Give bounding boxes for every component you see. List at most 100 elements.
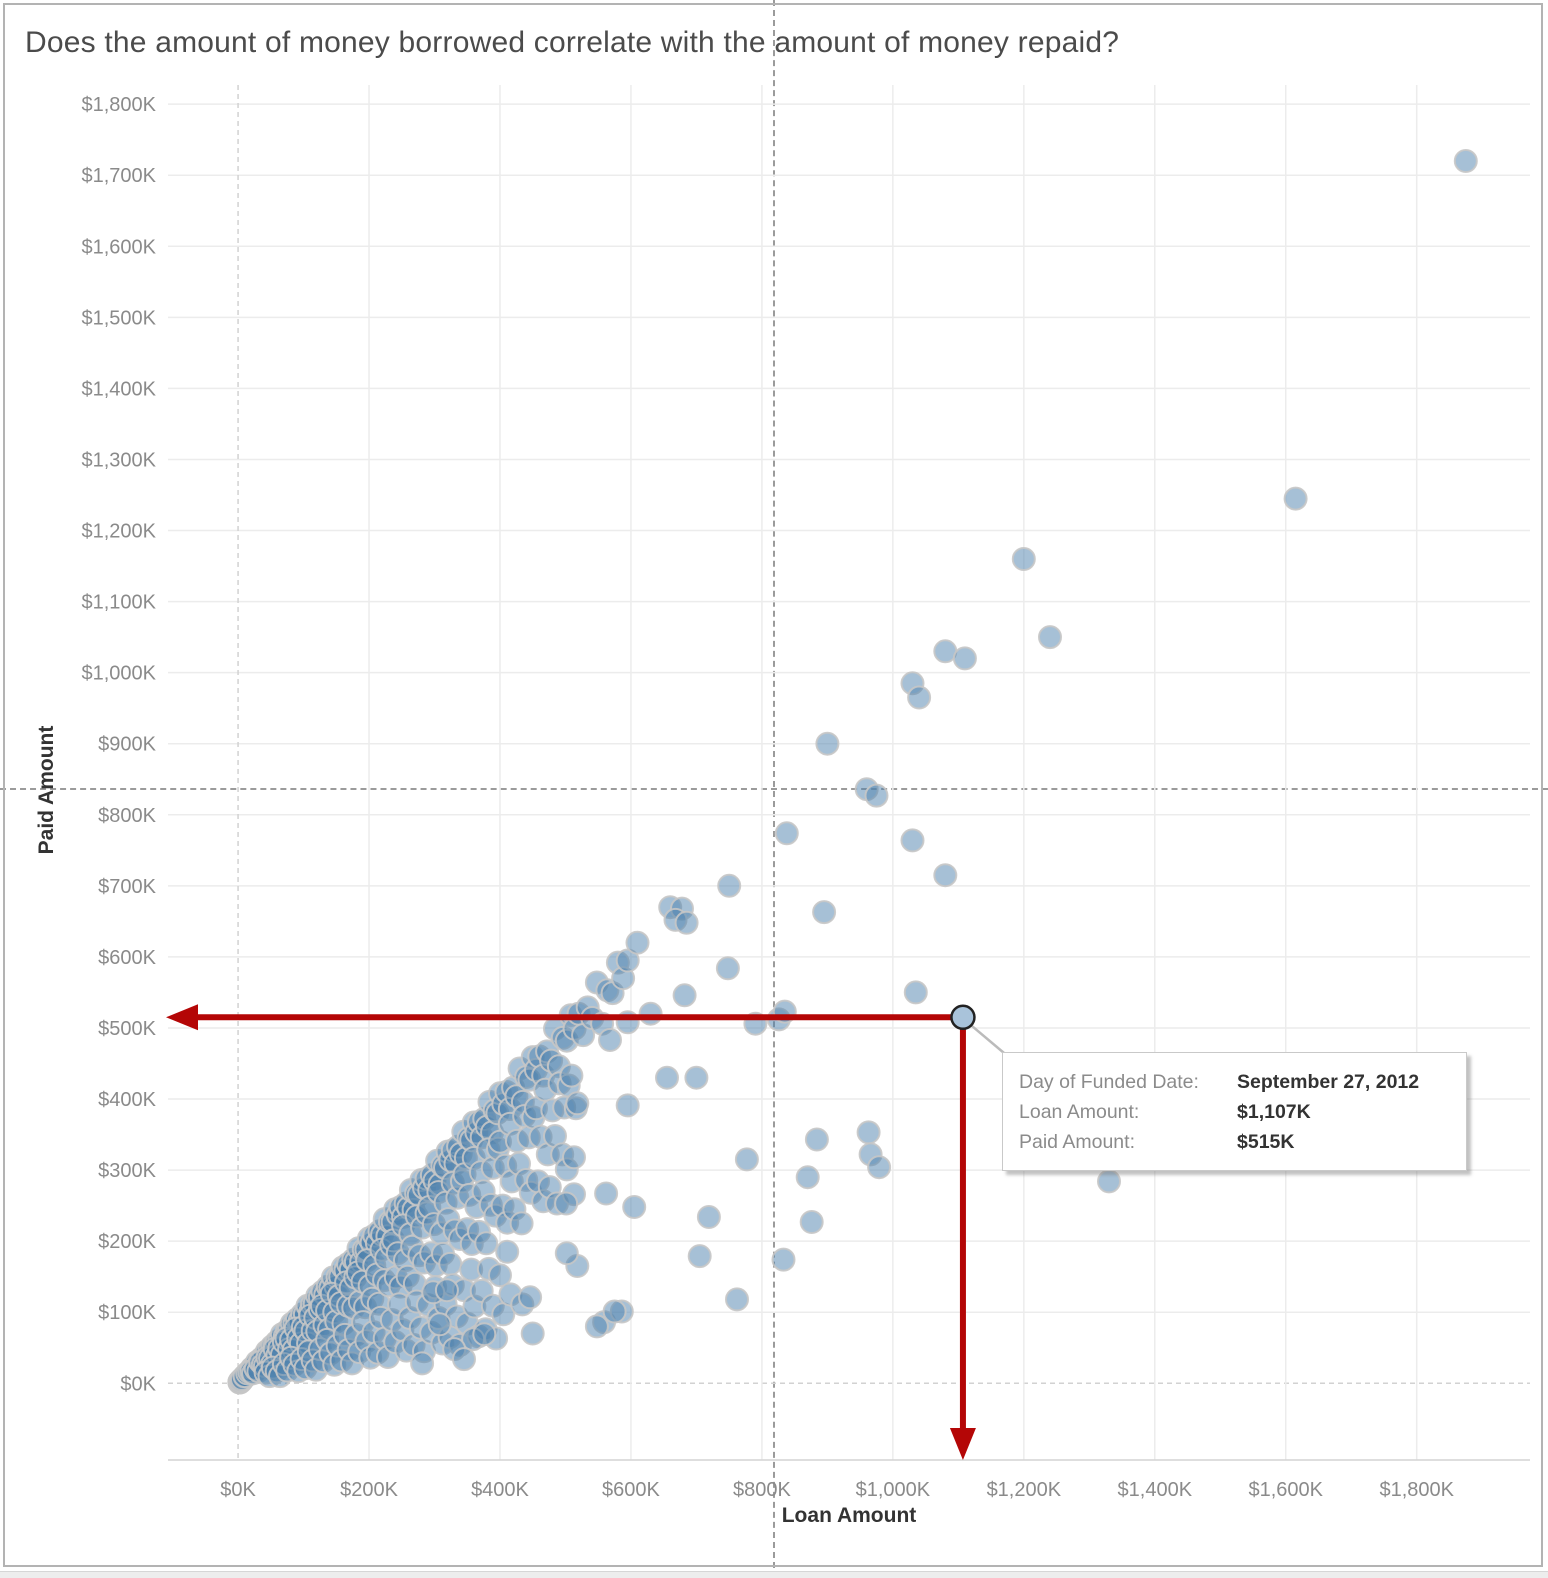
y-tick-label: $1,100K [81, 592, 156, 614]
tooltip-callout-line [969, 1023, 1005, 1054]
scatter-point[interactable] [815, 731, 840, 756]
scatter-point[interactable] [410, 1351, 435, 1376]
scatter-point[interactable] [495, 1239, 520, 1264]
scatter-point[interactable] [774, 821, 799, 846]
scatter-point[interactable] [900, 828, 925, 853]
bottom-scrollbar-track [0, 1571, 1548, 1578]
scatter-point[interactable] [696, 1205, 721, 1229]
left-arrowhead-icon [166, 1004, 198, 1031]
scatter-point[interactable] [684, 1065, 709, 1090]
y-tick-label: $500K [98, 1018, 156, 1040]
tooltip-label: Loan Amount: [1019, 1101, 1140, 1123]
y-tick-label: $100K [98, 1302, 156, 1324]
scatter-point[interactable] [427, 1312, 452, 1337]
scatter-point[interactable] [864, 783, 889, 808]
scatter-point[interactable] [734, 1147, 759, 1172]
scatter-point[interactable] [687, 1244, 712, 1269]
tooltip-value: September 27, 2012 [1237, 1071, 1420, 1093]
scatter-point[interactable] [434, 1278, 459, 1303]
x-axis-title: Loan Amount [781, 1504, 917, 1527]
x-tick-label: $0K [220, 1479, 256, 1501]
scatter-point[interactable] [488, 1263, 512, 1288]
scatter-point[interactable] [903, 980, 928, 1005]
x-tick-label: $1,200K [987, 1479, 1062, 1501]
tooltip-row: Day of Funded Date: September 27, 2012 [1019, 1067, 1466, 1097]
scatter-point[interactable] [674, 910, 699, 935]
chart-title: Does the amount of money borrowed correl… [25, 26, 1120, 59]
x-tick-label: $1,000K [856, 1479, 931, 1501]
scatter-point[interactable] [672, 983, 697, 1008]
scatter-point[interactable] [554, 1241, 579, 1266]
scatter-point[interactable] [638, 1001, 663, 1026]
scatter-point[interactable] [598, 1028, 622, 1052]
scatter-point[interactable] [615, 1093, 640, 1118]
scatter-point[interactable] [655, 1065, 679, 1090]
y-tick-label: $0K [120, 1373, 156, 1395]
scatter-point[interactable] [509, 1211, 534, 1236]
scatter-point[interactable] [472, 1322, 497, 1347]
scatter-point[interactable] [562, 1145, 586, 1170]
scatter-point[interactable] [715, 956, 740, 981]
scatter-point[interactable] [771, 1247, 796, 1272]
scatter-point[interactable] [804, 1127, 829, 1152]
x-tick-label: $200K [340, 1479, 398, 1501]
x-tick-label: $1,600K [1248, 1479, 1323, 1501]
x-tick-label: $600K [602, 1479, 660, 1501]
scatter-point[interactable] [584, 1314, 609, 1339]
scatter-point[interactable] [907, 685, 932, 710]
tooltip-value: $515K [1237, 1131, 1295, 1153]
y-tick-label: $1,700K [81, 165, 156, 187]
scatter-point[interactable] [1038, 625, 1062, 650]
crosshair-horizontal-line [0, 788, 1548, 790]
scatter-point[interactable] [933, 863, 958, 888]
scatter-point[interactable] [812, 900, 837, 925]
y-tick-label: $600K [98, 947, 156, 969]
y-tick-label: $1,500K [81, 307, 156, 329]
scatter-point[interactable] [625, 930, 650, 955]
tooltip-row: Paid Amount: $515K [1019, 1127, 1466, 1157]
scatter-point[interactable] [1097, 1169, 1121, 1194]
x-tick-label: $400K [471, 1479, 529, 1501]
scatter-point[interactable] [594, 1181, 619, 1206]
scatter-point[interactable] [717, 873, 742, 898]
scatter-point[interactable] [1011, 547, 1036, 571]
y-tick-label: $800K [98, 805, 156, 827]
scatter-point[interactable] [952, 646, 977, 671]
scatter-point[interactable] [554, 1191, 579, 1216]
scatter-point[interactable] [520, 1321, 545, 1346]
scatter-point[interactable] [474, 1231, 499, 1256]
y-tick-label: $1,800K [81, 94, 156, 116]
y-tick-label: $1,600K [81, 236, 156, 258]
scatter-point[interactable] [622, 1195, 647, 1219]
x-tick-label: $1,400K [1118, 1479, 1193, 1501]
scatter-point[interactable] [725, 1287, 749, 1312]
y-tick-label: $900K [98, 734, 156, 756]
scatter-point[interactable] [795, 1165, 820, 1190]
scatter-point[interactable] [856, 1120, 881, 1145]
y-tick-label: $1,000K [81, 663, 156, 685]
y-axis-title: Paid Amount [35, 725, 58, 855]
tooltip: Day of Funded Date: September 27, 2012 L… [1002, 1052, 1467, 1171]
tooltip-label: Paid Amount: [1019, 1131, 1135, 1153]
scatter-point[interactable] [867, 1155, 892, 1180]
y-tick-label: $300K [98, 1160, 156, 1182]
y-tick-label: $1,400K [81, 378, 156, 400]
scatter-point[interactable] [565, 1091, 590, 1116]
y-tick-label: $700K [98, 876, 156, 898]
tooltip-label: Day of Funded Date: [1019, 1071, 1199, 1093]
scatter-point[interactable] [518, 1285, 543, 1310]
selected-point[interactable] [950, 1004, 976, 1031]
down-arrowhead-icon [949, 1428, 976, 1460]
scatter-point[interactable] [1283, 486, 1308, 511]
scatter-point[interactable] [438, 1251, 463, 1276]
scatter-point[interactable] [602, 1299, 627, 1324]
tooltip-row: Loan Amount: $1,107K [1019, 1097, 1466, 1127]
scatter-point[interactable] [799, 1210, 824, 1234]
scatter-point[interactable] [452, 1347, 476, 1372]
scatter-point[interactable] [1453, 149, 1478, 173]
scatter-point[interactable] [559, 1063, 584, 1088]
y-tick-label: $400K [98, 1089, 156, 1111]
x-tick-label: $1,800K [1379, 1479, 1454, 1501]
